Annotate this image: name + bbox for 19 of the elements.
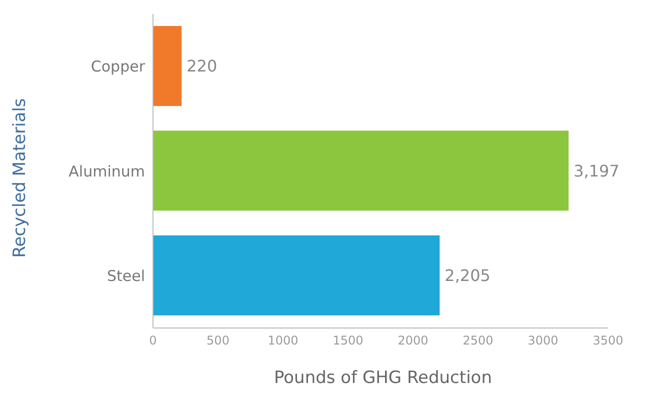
bar [153, 26, 182, 106]
data-label: 3,197 [574, 161, 620, 180]
bar [153, 235, 440, 316]
x-tick-label: 0 [149, 334, 157, 348]
y-tick-label: Aluminum [68, 162, 145, 180]
x-tick-label: 2000 [398, 334, 428, 348]
x-tick-label: 3000 [528, 334, 558, 348]
x-tick-label: 3500 [592, 334, 624, 348]
x-axis-title: Pounds of GHG Reduction [273, 368, 493, 388]
data-label: 220 [186, 56, 218, 76]
y-axis-title: Recycled Materials [10, 97, 30, 260]
x-tick-label: 2500 [462, 334, 494, 348]
x-tick-label: 1000 [268, 334, 298, 348]
bar [153, 130, 569, 211]
x-tick-label: 500 [206, 334, 230, 348]
data-label: 2,205 [444, 266, 490, 286]
y-tick-label: Steel [106, 266, 145, 285]
x-tick-label: 1500 [332, 334, 364, 348]
y-tick-label: Copper [90, 58, 146, 76]
